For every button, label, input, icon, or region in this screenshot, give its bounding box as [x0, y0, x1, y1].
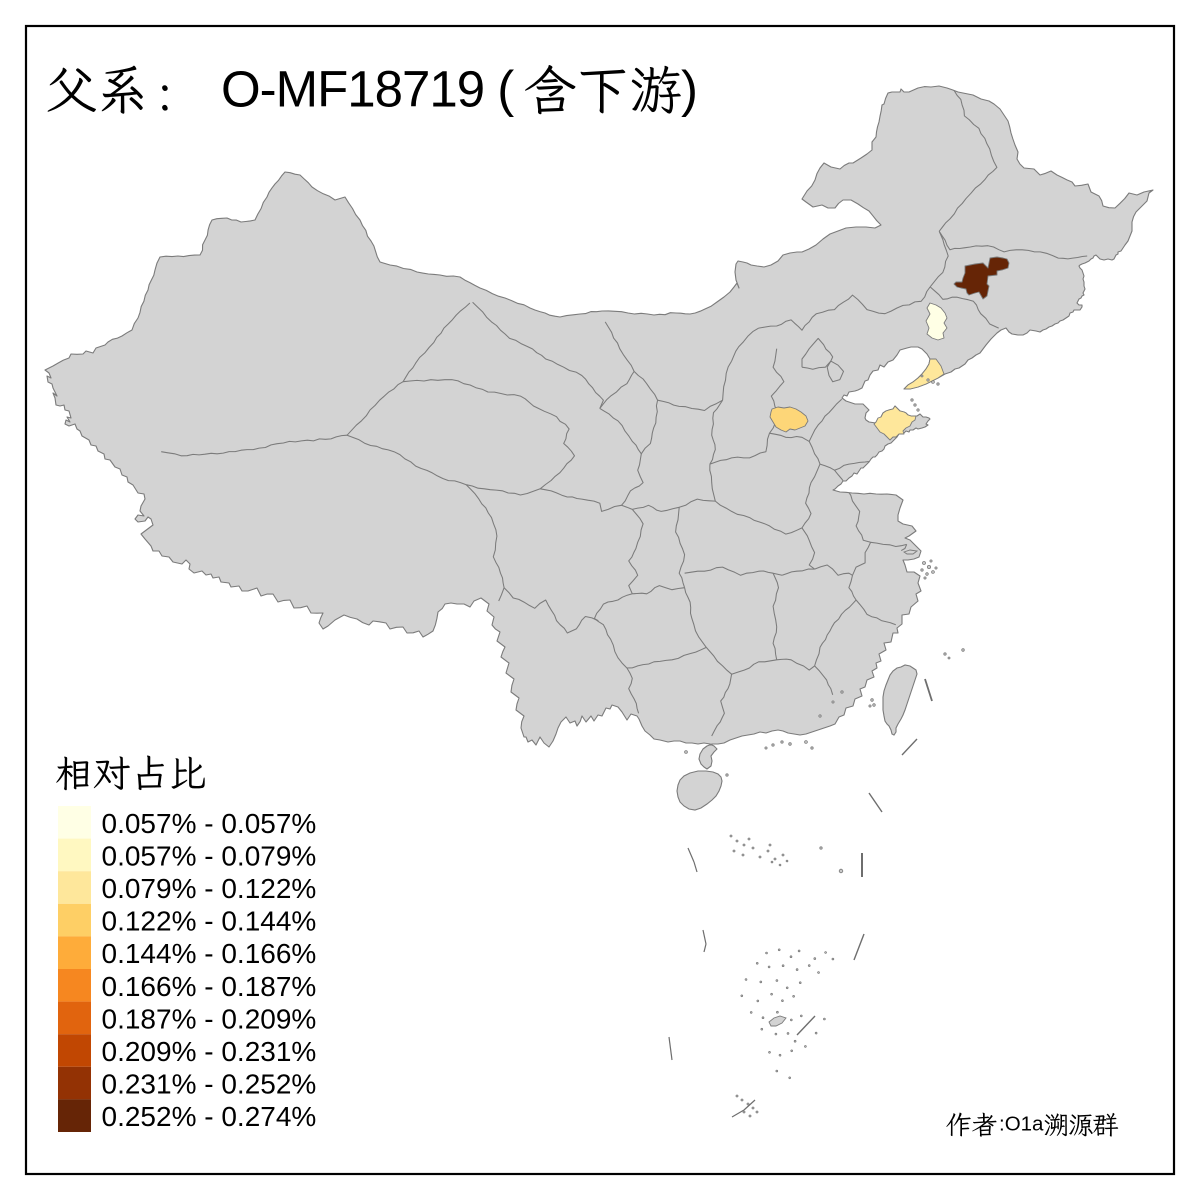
svg-text:): ): [681, 61, 698, 118]
svg-text::O1a: :O1a: [999, 1113, 1044, 1136]
svg-text:0.144% - 0.166%: 0.144% - 0.166%: [102, 938, 317, 969]
svg-text:0.057% - 0.079%: 0.057% - 0.079%: [102, 840, 317, 871]
svg-text:0.166% - 0.187%: 0.166% - 0.187%: [102, 971, 317, 1002]
svg-text:0.252% - 0.274%: 0.252% - 0.274%: [102, 1101, 317, 1132]
svg-text:0.231% - 0.252%: 0.231% - 0.252%: [102, 1069, 317, 1100]
svg-text:O-MF18719 (: O-MF18719 (: [221, 61, 514, 118]
svg-text:0.057% - 0.057%: 0.057% - 0.057%: [102, 808, 317, 839]
svg-text:0.187% - 0.209%: 0.187% - 0.209%: [102, 1003, 317, 1034]
svg-text:0.209% - 0.231%: 0.209% - 0.231%: [102, 1036, 317, 1067]
svg-text:0.079% - 0.122%: 0.079% - 0.122%: [102, 873, 317, 904]
svg-text:0.122% - 0.144%: 0.122% - 0.144%: [102, 906, 317, 937]
